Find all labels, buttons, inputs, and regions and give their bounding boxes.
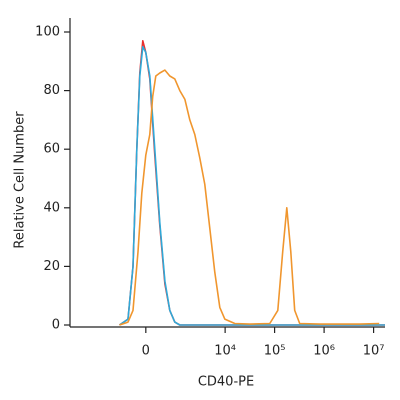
x-tick-label: 10⁵ [264, 344, 286, 359]
x-axis-title: CD40-PE [198, 375, 254, 390]
x-tick-label: 10⁷ [363, 344, 385, 359]
y-tick-label: 60 [43, 142, 60, 157]
y-tick-label: 40 [43, 200, 60, 215]
series-line [119, 69, 380, 326]
y-axis-title: Relative Cell Number [13, 111, 28, 249]
x-tick-label: 10⁴ [214, 344, 236, 359]
y-tick-label: 20 [43, 259, 60, 274]
x-tick-label: 10⁶ [313, 344, 335, 359]
series-line [119, 45, 385, 326]
y-tick-label: 100 [35, 25, 60, 40]
y-tick-label: 80 [43, 83, 60, 98]
y-tick-label: 0 [52, 318, 60, 333]
series-line [119, 40, 385, 326]
x-tick-label: 0 [142, 344, 150, 359]
